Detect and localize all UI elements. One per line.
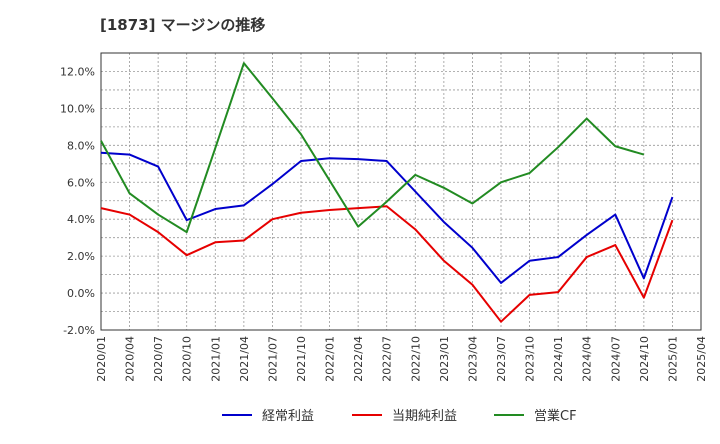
legend-label: 経常利益 <box>262 409 314 424</box>
y-tick-label: 4.0% <box>67 213 95 226</box>
x-tick-label: 2020/10 <box>181 336 194 382</box>
x-tick-label: 2023/07 <box>495 336 508 382</box>
legend-label: 当期純利益 <box>392 409 457 424</box>
y-tick-label: 2.0% <box>67 250 95 263</box>
x-tick-label: 2021/07 <box>266 336 279 382</box>
y-tick-label: 8.0% <box>67 139 95 152</box>
series-line-経常利益 <box>100 151 674 284</box>
x-tick-label: 2022/07 <box>381 336 394 382</box>
x-tick-label: 2020/04 <box>124 336 137 382</box>
x-tick-label: 2024/07 <box>609 336 622 382</box>
y-tick-label: 12.0% <box>60 65 95 78</box>
x-tick-label: 2021/04 <box>238 336 251 382</box>
series-line-営業CF <box>100 62 645 234</box>
y-tick-label: 0.0% <box>67 287 95 300</box>
x-tick-label: 2020/01 <box>95 336 108 382</box>
x-tick-label: 2022/10 <box>409 336 422 382</box>
plot-area <box>101 53 701 330</box>
x-tick-label: 2022/01 <box>324 336 337 382</box>
gridlines <box>100 52 702 331</box>
x-tick-label: 2025/04 <box>695 336 708 382</box>
x-tick-label: 2024/04 <box>581 336 594 382</box>
plot-border <box>100 52 702 331</box>
y-tick-label: 10.0% <box>60 102 95 115</box>
legend-label: 営業CF <box>534 408 577 424</box>
x-tick-label: 2021/10 <box>295 336 308 382</box>
x-tick-label: 2024/01 <box>552 336 565 382</box>
x-tick-label: 2024/10 <box>638 336 651 382</box>
x-tick-label: 2021/01 <box>209 336 222 382</box>
y-tick-label: -2.0% <box>63 324 95 337</box>
x-tick-label: 2023/04 <box>466 336 479 382</box>
x-tick-label: 2022/04 <box>352 336 365 382</box>
x-tick-label: 2023/01 <box>438 336 451 382</box>
y-tick-label: 6.0% <box>67 176 95 189</box>
x-tick-label: 2020/07 <box>152 336 165 382</box>
x-tick-label: 2025/01 <box>666 336 679 382</box>
series-line-当期純利益 <box>100 205 674 323</box>
chart-title: [1873] マージンの推移 <box>100 16 266 34</box>
x-tick-label: 2023/10 <box>524 336 537 382</box>
